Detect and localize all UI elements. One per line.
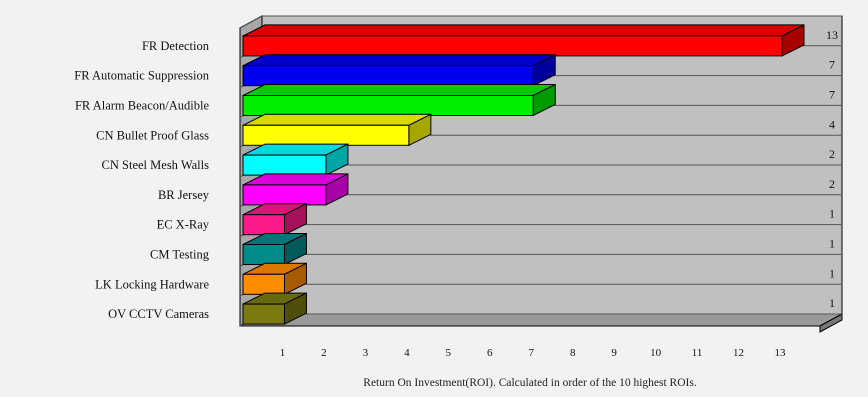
x-tick-label: 3 [363, 347, 369, 359]
bar-front [242, 303, 285, 325]
bar-top [242, 24, 805, 37]
value-label: 2 [829, 177, 835, 191]
value-label: 7 [829, 88, 835, 102]
bar-front [242, 244, 285, 265]
value-label: 1 [829, 296, 835, 310]
value-label: 1 [829, 237, 835, 251]
category-label: OV CCTV Cameras [108, 307, 209, 321]
bar-front [242, 273, 285, 295]
value-label: 2 [829, 147, 835, 161]
value-label: 4 [829, 117, 835, 131]
category-label: LK Locking Hardware [95, 277, 209, 291]
x-tick-label: 5 [446, 347, 452, 359]
bar-lk-locking-hardware [242, 262, 307, 296]
value-label: 13 [826, 28, 838, 42]
x-tick-label: 12 [733, 347, 744, 359]
x-tick-label: 11 [692, 347, 703, 359]
bar-fr-alarm-beacon-audible [242, 83, 556, 117]
bar-top [242, 54, 556, 67]
category-label: FR Alarm Beacon/Audible [75, 99, 209, 113]
category-labels: FR Detection FR Automatic Suppression FR A… [74, 39, 209, 321]
category-label: CN Bullet Proof Glass [96, 128, 209, 142]
bar-front [242, 35, 783, 57]
value-labels: 13 7 7 4 2 2 1 1 1 1 [826, 28, 838, 310]
x-tick-label: 4 [404, 347, 410, 359]
floor-edge [819, 313, 843, 333]
bar-front [242, 184, 327, 206]
bar-front [242, 95, 534, 116]
bar-front [242, 124, 410, 146]
bar-ec-x-ray [242, 202, 307, 236]
bar-top [242, 113, 432, 126]
bar-front [242, 214, 285, 236]
bar-cn-steel-mesh-walls [242, 143, 349, 176]
x-tick-labels: 1 2 3 4 5 6 7 8 9 10 11 12 13 [280, 347, 786, 359]
bar-front [242, 154, 327, 176]
category-label: BR Jersey [158, 188, 210, 202]
chart-bars [242, 24, 805, 325]
category-label: CN Steel Mesh Walls [102, 158, 210, 172]
bar-fr-detection [242, 24, 805, 57]
category-label: FR Detection [142, 39, 210, 53]
x-tick-label: 8 [570, 347, 576, 359]
x-tick-label: 13 [775, 347, 787, 359]
category-label: EC X-Ray [157, 218, 210, 232]
bar-fr-automatic-suppression [242, 53, 556, 87]
x-tick-label: 1 [280, 347, 286, 359]
x-tick-label: 10 [650, 347, 662, 359]
floor [239, 313, 843, 327]
x-tick-label: 9 [611, 347, 617, 359]
value-label: 7 [829, 58, 835, 72]
value-label: 1 [829, 266, 835, 280]
bar-ov-cctv-cameras [242, 292, 307, 325]
x-tick-label: 6 [487, 347, 493, 359]
gridline-depth [239, 15, 263, 29]
x-axis-label: Return On Investment(ROI). Calculated in… [363, 377, 697, 389]
x-tick-label: 7 [528, 347, 534, 359]
category-label: CM Testing [150, 248, 210, 262]
bar-top [242, 84, 556, 96]
category-label: FR Automatic Suppression [74, 69, 209, 83]
bar-front [242, 65, 534, 87]
bar-br-jersey [242, 173, 349, 206]
x-tick-label: 2 [321, 347, 327, 359]
bar-cn-bullet-proof-glass [242, 113, 432, 147]
value-label: 1 [829, 207, 835, 221]
